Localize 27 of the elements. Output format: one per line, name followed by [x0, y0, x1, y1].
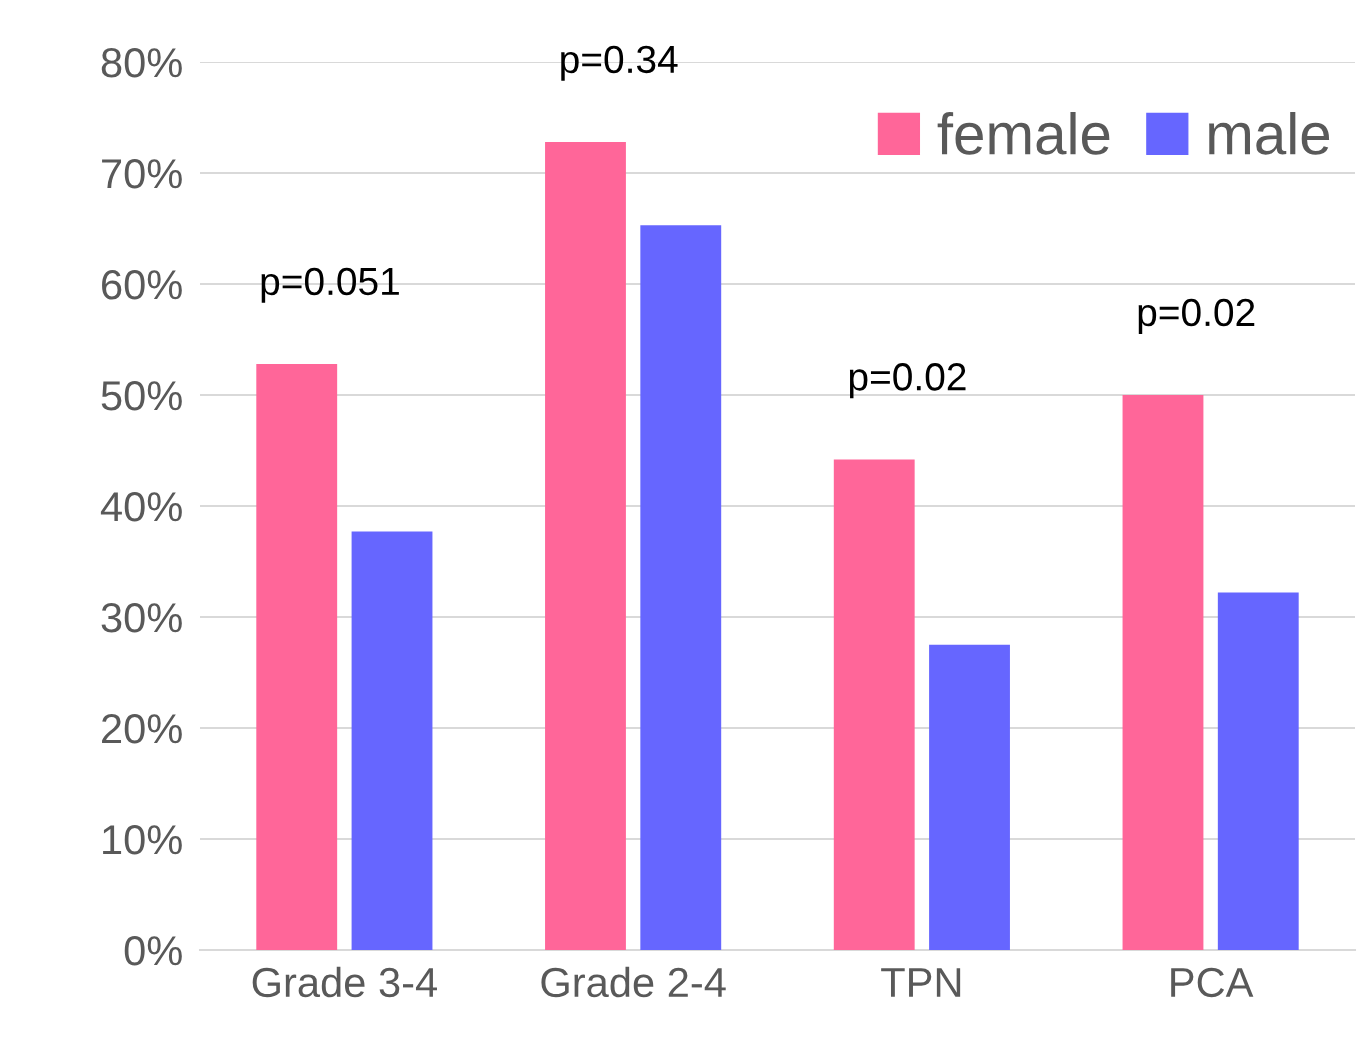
- bar: [545, 141, 626, 950]
- annotation: p=0.02: [849, 363, 966, 399]
- bar: [1122, 395, 1204, 950]
- bar: [640, 225, 722, 950]
- y-tick-label: 20%: [102, 714, 182, 744]
- annotation: p=0.02: [1138, 298, 1255, 334]
- y-tick-label: 80%: [101, 48, 182, 78]
- y-tick-label: 0%: [124, 936, 182, 966]
- bar: [256, 363, 338, 950]
- x-tick-label: Grade 3-4: [252, 966, 437, 998]
- y-tick-label: 60%: [102, 270, 182, 300]
- legend-label: male: [1209, 111, 1330, 155]
- x-tick-label: PCA: [1171, 967, 1254, 998]
- x-tick-label: TPN: [881, 968, 961, 997]
- bar: [929, 644, 1010, 950]
- y-tick-label: 50%: [101, 381, 182, 411]
- y-tick-label: 10%: [103, 825, 182, 855]
- bar: [351, 531, 433, 950]
- bar: [1217, 592, 1299, 950]
- annotation: p=0.051: [261, 267, 399, 303]
- y-tick-label: 30%: [101, 603, 182, 633]
- x-tick-label: Grade 2-4: [541, 966, 726, 998]
- y-tick-label: 40%: [100, 492, 182, 522]
- bar: [833, 459, 915, 950]
- y-tick-label: 70%: [102, 159, 182, 189]
- annotation: p=0.34: [561, 45, 678, 81]
- legend-label: female: [937, 111, 1110, 155]
